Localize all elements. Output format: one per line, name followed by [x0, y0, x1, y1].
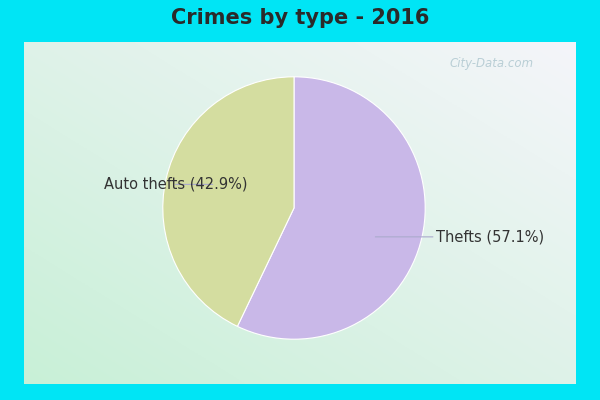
Wedge shape [238, 77, 425, 339]
Text: Crimes by type - 2016: Crimes by type - 2016 [171, 8, 429, 28]
Text: City-Data.com: City-Data.com [450, 58, 534, 70]
Wedge shape [163, 77, 294, 326]
Text: Auto thefts (42.9%): Auto thefts (42.9%) [104, 177, 247, 192]
Text: Thefts (57.1%): Thefts (57.1%) [376, 229, 544, 244]
